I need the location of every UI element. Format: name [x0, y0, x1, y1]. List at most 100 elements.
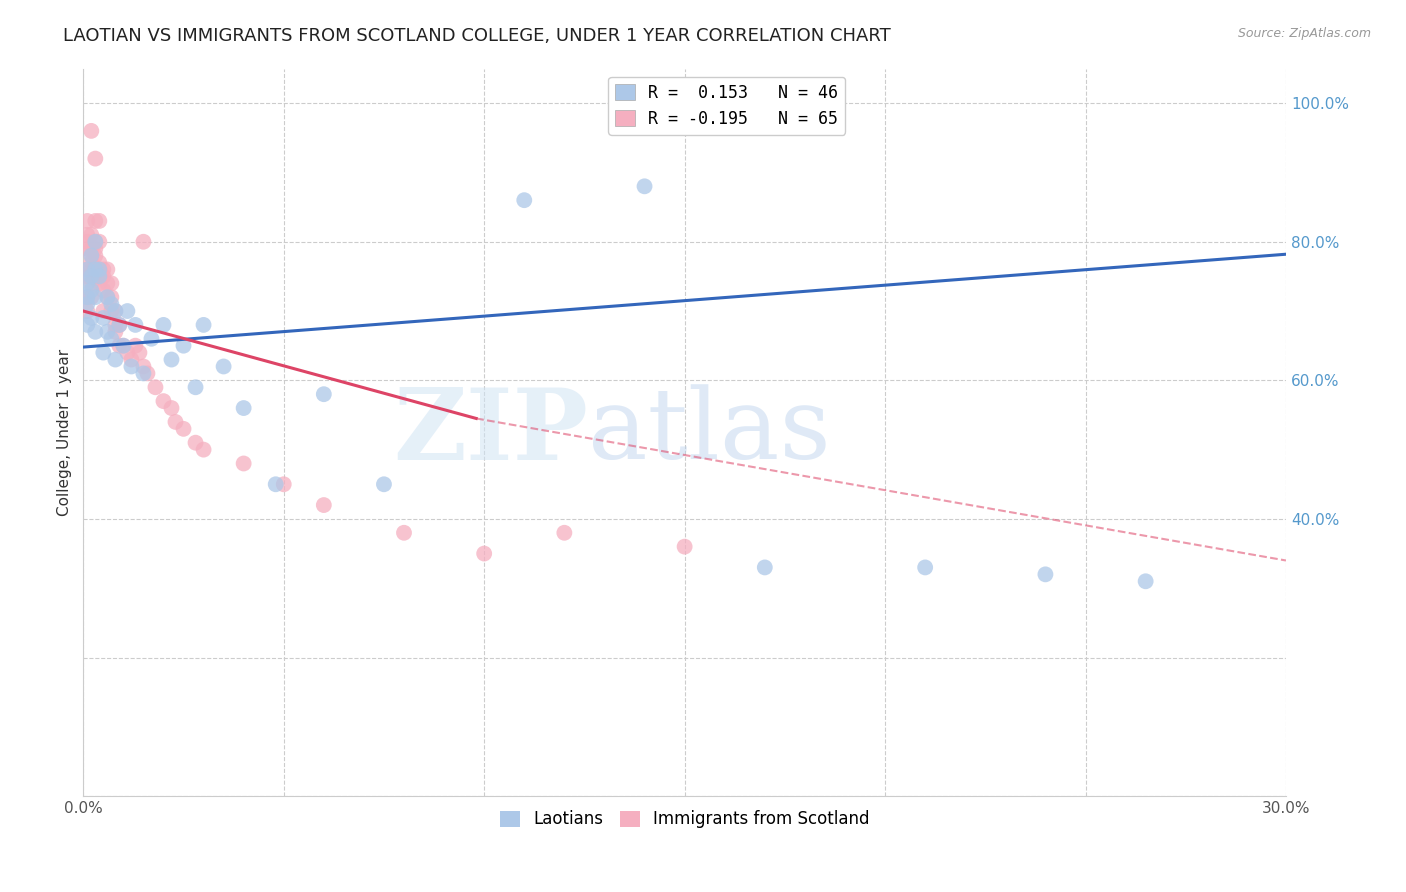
Point: [91, 345, 114, 359]
Point: [76, 227, 98, 242]
Point: [84, 242, 107, 256]
Point: [373, 477, 395, 491]
Point: [80, 277, 103, 291]
Point: [100, 332, 122, 346]
Point: [91, 310, 114, 325]
Point: [173, 339, 195, 353]
Point: [91, 304, 114, 318]
Point: [120, 359, 142, 374]
Point: [80, 262, 103, 277]
Point: [1135, 574, 1157, 589]
Point: [152, 318, 174, 332]
Point: [91, 269, 114, 284]
Point: [89, 277, 111, 291]
Point: [96, 290, 118, 304]
Point: [76, 262, 98, 277]
Point: [193, 442, 215, 457]
Point: [264, 477, 287, 491]
Point: [124, 339, 146, 353]
Point: [84, 235, 107, 249]
Point: [754, 560, 776, 574]
Point: [96, 277, 118, 291]
Point: [160, 401, 183, 415]
Point: [112, 339, 135, 353]
Point: [104, 352, 127, 367]
Point: [91, 262, 114, 277]
Point: [152, 394, 174, 409]
Point: [232, 457, 254, 471]
Point: [112, 339, 135, 353]
Point: [193, 318, 215, 332]
Point: [76, 297, 98, 311]
Point: [76, 235, 98, 249]
Point: [120, 352, 142, 367]
Point: [104, 325, 127, 339]
Point: [165, 415, 187, 429]
Point: [80, 283, 103, 297]
Point: [80, 269, 103, 284]
Point: [76, 269, 98, 284]
Point: [914, 560, 936, 574]
Point: [76, 318, 98, 332]
Point: [108, 339, 131, 353]
Point: [104, 318, 127, 332]
Point: [80, 290, 103, 304]
Point: [89, 255, 111, 269]
Point: [141, 332, 163, 346]
Point: [173, 422, 195, 436]
Point: [80, 249, 103, 263]
Point: [100, 304, 122, 318]
Point: [553, 525, 575, 540]
Point: [104, 304, 127, 318]
Point: [273, 477, 295, 491]
Point: [513, 193, 536, 207]
Point: [80, 242, 103, 256]
Y-axis label: College, Under 1 year: College, Under 1 year: [58, 349, 72, 516]
Point: [84, 290, 107, 304]
Point: [80, 255, 103, 269]
Point: [100, 297, 122, 311]
Point: [76, 290, 98, 304]
Text: LAOTIAN VS IMMIGRANTS FROM SCOTLAND COLLEGE, UNDER 1 YEAR CORRELATION CHART: LAOTIAN VS IMMIGRANTS FROM SCOTLAND COLL…: [63, 27, 891, 45]
Point: [80, 249, 103, 263]
Point: [76, 277, 98, 291]
Point: [104, 304, 127, 318]
Point: [91, 283, 114, 297]
Point: [89, 214, 111, 228]
Point: [132, 235, 155, 249]
Point: [84, 214, 107, 228]
Point: [84, 235, 107, 249]
Point: [96, 290, 118, 304]
Point: [89, 262, 111, 277]
Point: [145, 380, 167, 394]
Point: [80, 227, 103, 242]
Point: [232, 401, 254, 415]
Point: [124, 318, 146, 332]
Text: ZIP: ZIP: [394, 384, 589, 481]
Point: [96, 262, 118, 277]
Point: [184, 435, 207, 450]
Point: [96, 325, 118, 339]
Point: [80, 124, 103, 138]
Point: [108, 318, 131, 332]
Legend: Laotians, Immigrants from Scotland: Laotians, Immigrants from Scotland: [494, 804, 876, 835]
Point: [76, 304, 98, 318]
Point: [128, 345, 150, 359]
Point: [76, 290, 98, 304]
Point: [80, 310, 103, 325]
Point: [132, 367, 155, 381]
Point: [136, 367, 159, 381]
Point: [108, 318, 131, 332]
Text: atlas: atlas: [589, 384, 831, 480]
Point: [84, 269, 107, 284]
Point: [89, 269, 111, 284]
Point: [89, 262, 111, 277]
Point: [312, 498, 335, 512]
Point: [84, 152, 107, 166]
Point: [184, 380, 207, 394]
Point: [117, 345, 139, 359]
Point: [89, 235, 111, 249]
Point: [84, 262, 107, 277]
Point: [633, 179, 655, 194]
Point: [132, 359, 155, 374]
